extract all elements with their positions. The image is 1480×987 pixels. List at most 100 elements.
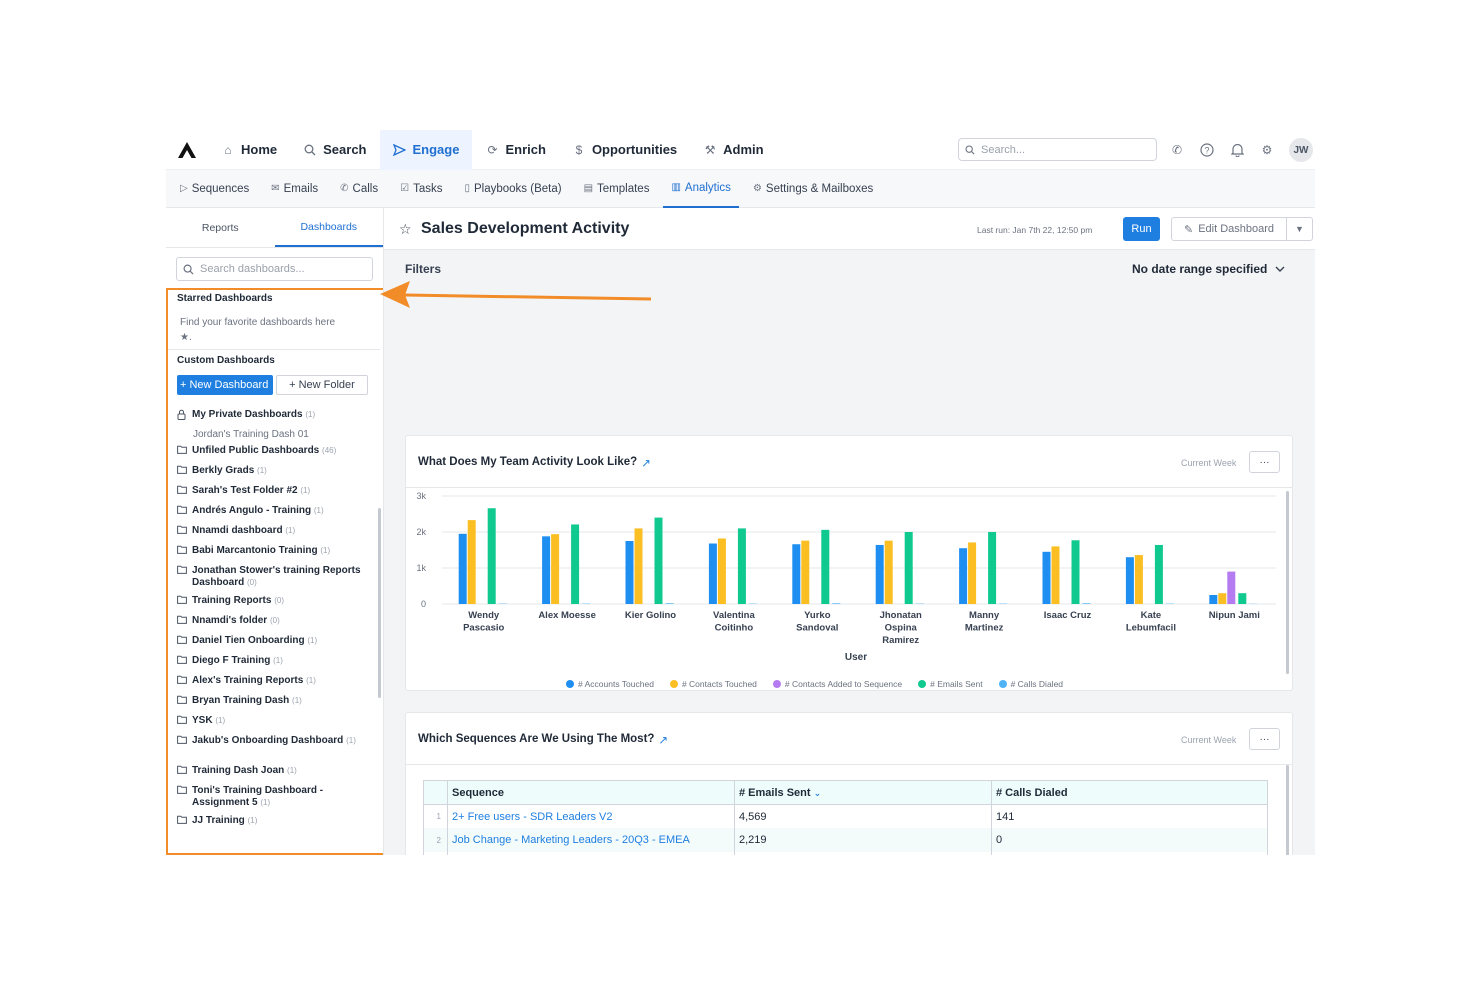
- apollo-logo-icon[interactable]: [166, 130, 208, 170]
- legend-item[interactable]: # Emails Sent: [918, 679, 983, 689]
- chart-bar: [1082, 603, 1091, 604]
- subnav-templates[interactable]: ▤ Templates: [576, 170, 658, 208]
- tab-dashboards[interactable]: Dashboards: [274, 208, 383, 247]
- folder-item[interactable]: Training Reports (0): [177, 595, 377, 608]
- folder-item[interactable]: Bryan Training Dash (1): [177, 695, 377, 708]
- dashboard-item[interactable]: Jordan's Training Dash 01: [193, 429, 383, 441]
- external-link-icon[interactable]: ↗: [658, 735, 669, 747]
- table-row[interactable]: 2 Job Change - Marketing Leaders - 20Q3 -…: [423, 828, 1268, 853]
- calls-dialed-column-header[interactable]: # Calls Dialed: [991, 780, 1268, 805]
- x-tick-label-line: Jhonatan: [880, 610, 922, 621]
- new-folder-button[interactable]: + New Folder: [276, 375, 368, 395]
- table-scrollbar[interactable]: [1286, 765, 1289, 855]
- folder-item[interactable]: Training Dash Joan (1): [177, 765, 377, 778]
- legend-item[interactable]: # Contacts Added to Sequence: [772, 679, 902, 689]
- star-icon[interactable]: ☆: [399, 221, 412, 237]
- folder-item[interactable]: Jakub's Onboarding Dashboard (1): [177, 735, 377, 748]
- folder-item[interactable]: Nnamdi dashboard (1): [177, 525, 377, 538]
- card-more-button[interactable]: ···: [1249, 728, 1280, 750]
- team-activity-title-text: What Does My Team Activity Look Like?: [418, 456, 638, 468]
- sequence-link[interactable]: 2+ Free users - SDR Leaders V2: [447, 804, 735, 829]
- folder-item[interactable]: Andrés Angulo - Training (1): [177, 505, 377, 518]
- chart-scrollbar[interactable]: [1286, 491, 1289, 674]
- sequences-title[interactable]: Which Sequences Are We Using The Most? ↗: [418, 733, 668, 747]
- folder-item[interactable]: Sarah's Test Folder #2 (1): [177, 485, 377, 498]
- chart-bar: [1154, 544, 1163, 604]
- folder-item[interactable]: My Private Dashboards (1): [177, 409, 377, 424]
- legend-dot-icon: [998, 680, 1007, 688]
- folder-item[interactable]: JJ Training (1): [177, 815, 377, 828]
- folder-item[interactable]: Nnamdi's folder (0): [177, 615, 377, 628]
- folder-item[interactable]: YSK (1): [177, 715, 377, 728]
- lock-icon: [177, 409, 187, 424]
- sidebar-scrollbar[interactable]: [378, 508, 381, 698]
- nav-admin[interactable]: ⚒ Admin: [690, 130, 776, 170]
- sequence-link[interactable]: Job Change - Marketing Leaders - 20Q3 - …: [447, 852, 735, 855]
- gear-icon[interactable]: ⚙: [1261, 143, 1273, 157]
- subnav-tasks[interactable]: ☑ Tasks: [392, 170, 450, 208]
- folder-name: Bryan Training Dash (1): [192, 695, 302, 708]
- folder-item[interactable]: Jonathan Stower's training Reports Dashb…: [177, 565, 377, 589]
- tab-reports[interactable]: Reports: [201, 221, 239, 234]
- new-dashboard-button[interactable]: + New Dashboard: [177, 375, 273, 395]
- x-tick-label: Jhonatan Ospina Ramirez: [880, 610, 922, 646]
- global-search-input[interactable]: Search...: [958, 138, 1157, 161]
- y-tick-label: 3k: [416, 491, 426, 501]
- task-icon: ☑: [400, 183, 410, 194]
- folder-name: Jakub's Onboarding Dashboard (1): [192, 735, 356, 748]
- dashboards-sidebar: Reports Dashboards Search dashboards... …: [166, 208, 384, 855]
- subnav-analytics[interactable]: ▥ Analytics: [663, 170, 739, 208]
- avatar[interactable]: JW: [1289, 138, 1313, 162]
- subnav-emails-label: Emails: [283, 182, 319, 195]
- folder-count: (1): [287, 766, 297, 775]
- folder-name: YSK (1): [192, 715, 225, 728]
- table-row[interactable]: 3Job Change - Marketing Leaders - 20Q3 -…: [423, 852, 1268, 855]
- nav-enrich[interactable]: ⟳ Enrich: [472, 130, 558, 170]
- folder-icon: [177, 595, 187, 608]
- sequence-column-header[interactable]: Sequence: [447, 780, 735, 805]
- x-tick-label-line: Yurko: [804, 610, 831, 621]
- external-link-icon[interactable]: ↗: [641, 458, 651, 470]
- emails-sent-column-header[interactable]: # Emails Sent ⌄: [734, 780, 992, 805]
- folder-item[interactable]: Unfiled Public Dashboards (46): [177, 445, 377, 458]
- subnav-playbooks[interactable]: ▯ Playbooks (Beta): [456, 170, 569, 208]
- filters-label[interactable]: Filters: [405, 262, 442, 276]
- sequence-link[interactable]: Job Change - Marketing Leaders - 20Q3 - …: [447, 828, 735, 853]
- date-range-select[interactable]: No date range specified: [1132, 262, 1285, 276]
- folder-item[interactable]: Babi Marcantonio Training (1): [177, 545, 377, 558]
- subnav-calls[interactable]: ✆ Calls: [332, 170, 386, 208]
- legend-item[interactable]: # Accounts Touched: [566, 679, 654, 689]
- x-tick-label-line: Lebumfacil: [1126, 623, 1176, 634]
- phone-icon[interactable]: ✆: [1171, 143, 1183, 157]
- edit-dashboard-button[interactable]: ✎ Edit Dashboard: [1171, 217, 1287, 241]
- subnav-settings[interactable]: ⚙ Settings & Mailboxes: [745, 170, 881, 208]
- run-button[interactable]: Run: [1123, 217, 1160, 241]
- folder-item[interactable]: Toni's Training Dashboard - Assignment 5…: [177, 785, 377, 809]
- legend-item[interactable]: # Contacts Touched: [669, 679, 757, 689]
- folder-name-text: Nnamdi dashboard: [192, 525, 283, 536]
- folder-name: Babi Marcantonio Training (1): [192, 545, 330, 558]
- nav-search[interactable]: Search: [290, 130, 379, 170]
- help-icon[interactable]: ?: [1199, 142, 1215, 158]
- folder-item[interactable]: Berkly Grads (1): [177, 465, 377, 478]
- folder-count: (1): [300, 486, 311, 495]
- folder-item[interactable]: Daniel Tien Onboarding (1): [177, 635, 377, 648]
- folder-name: JJ Training (1): [192, 815, 257, 828]
- folder-item[interactable]: Alex's Training Reports (1): [177, 675, 377, 688]
- edit-dashboard-dropdown[interactable]: ▼: [1286, 217, 1313, 241]
- card-more-button[interactable]: ···: [1249, 451, 1280, 473]
- nav-opportunities[interactable]: $ Opportunities: [559, 130, 690, 170]
- chart-bar: [821, 529, 830, 604]
- chart-bar: [959, 548, 968, 604]
- nav-home[interactable]: ⌂ Home: [208, 130, 290, 170]
- table-row[interactable]: 1 2+ Free users - SDR Leaders V2 4,569 141: [423, 804, 1268, 829]
- team-activity-title[interactable]: What Does My Team Activity Look Like? ↗: [418, 456, 651, 470]
- subnav-sequences[interactable]: ▷ Sequences: [172, 170, 257, 208]
- folder-item[interactable]: Diego F Training (1): [177, 655, 377, 668]
- legend-item[interactable]: # Calls Dialed: [998, 679, 1063, 689]
- dashboard-search-input[interactable]: Search dashboards...: [176, 257, 373, 281]
- nav-engage[interactable]: Engage: [379, 130, 473, 170]
- plus-icon: +: [180, 379, 187, 391]
- bell-icon[interactable]: [1229, 142, 1245, 158]
- subnav-emails[interactable]: ✉ Emails: [263, 170, 326, 208]
